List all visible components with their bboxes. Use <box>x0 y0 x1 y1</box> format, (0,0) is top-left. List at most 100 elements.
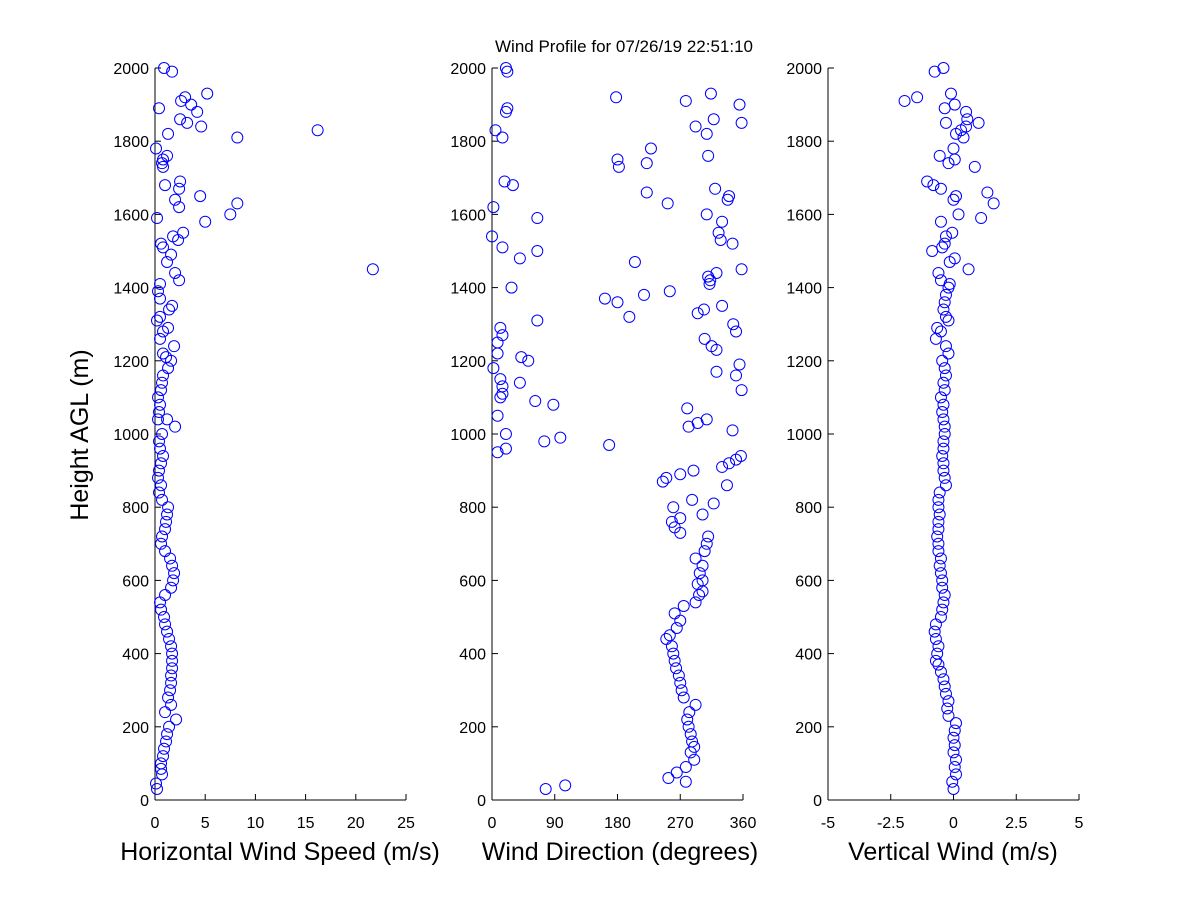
data-point <box>960 120 973 133</box>
data-point <box>693 567 706 580</box>
data-point <box>942 347 955 360</box>
data-point <box>159 179 172 192</box>
x-tick-label: 5 <box>1075 815 1084 832</box>
data-point <box>710 343 723 356</box>
data-point <box>154 442 167 455</box>
y-tick-label: 400 <box>122 647 149 664</box>
data-point <box>952 208 965 221</box>
figure-title: Wind Profile for 07/26/19 22:51:10 <box>495 37 753 56</box>
data-point <box>157 347 170 360</box>
data-point <box>735 116 748 129</box>
data-point <box>698 545 711 558</box>
data-point <box>681 713 694 726</box>
x-tick-label: 20 <box>347 815 365 832</box>
data-point <box>185 98 198 111</box>
data-point <box>684 728 697 741</box>
data-point <box>161 149 174 162</box>
y-tick-label: 1200 <box>786 354 822 371</box>
data-point <box>165 698 178 711</box>
data-point <box>663 285 676 298</box>
data-point <box>934 552 947 565</box>
data-point <box>936 603 949 616</box>
data-point <box>496 131 509 144</box>
data-point <box>159 523 172 536</box>
data-point <box>491 409 504 422</box>
data-point <box>166 654 179 667</box>
data-point <box>496 329 509 342</box>
data-point <box>933 559 946 572</box>
data-point <box>487 201 500 214</box>
data-point <box>174 113 187 126</box>
data-point <box>169 420 182 433</box>
y-tick-label: 200 <box>795 720 822 737</box>
data-points <box>486 62 748 796</box>
data-point <box>670 766 683 779</box>
data-point <box>154 596 167 609</box>
data-point <box>972 116 985 129</box>
data-point <box>932 537 945 550</box>
data-point <box>165 669 178 682</box>
data-point <box>158 611 171 623</box>
data-point <box>710 266 723 279</box>
data-point <box>687 464 700 477</box>
data-point <box>703 277 716 290</box>
data-point <box>686 493 699 506</box>
data-point <box>199 215 212 228</box>
data-point <box>494 321 507 334</box>
data-point <box>155 237 168 250</box>
data-point <box>733 358 746 371</box>
data-point <box>660 471 673 484</box>
data-point <box>165 640 178 653</box>
data-point <box>156 530 169 543</box>
data-point <box>723 190 736 203</box>
data-point <box>688 740 701 753</box>
data-point <box>623 310 636 323</box>
data-point <box>942 314 955 327</box>
data-point <box>938 102 951 115</box>
data-point <box>947 746 960 759</box>
x-axis-label: Vertical Wind (m/s) <box>848 838 1058 866</box>
data-point <box>170 713 183 726</box>
data-point <box>155 384 168 397</box>
y-tick-label: 1000 <box>113 427 149 444</box>
data-point <box>936 241 949 254</box>
data-point <box>689 596 702 609</box>
data-point <box>166 299 179 312</box>
data-points <box>898 62 1000 796</box>
data-point <box>672 669 685 682</box>
data-point <box>169 193 182 206</box>
data-point <box>948 761 961 774</box>
data-point <box>936 449 949 462</box>
data-point <box>505 281 518 294</box>
data-point <box>150 142 163 155</box>
data-point <box>166 559 179 572</box>
data-point <box>707 497 720 510</box>
data-point <box>161 413 174 426</box>
data-point <box>174 175 187 188</box>
data-point <box>688 753 701 766</box>
data-point <box>716 215 729 228</box>
data-point <box>499 62 512 74</box>
data-point <box>166 65 179 78</box>
y-tick-label: 200 <box>459 720 486 737</box>
y-tick-label: 600 <box>459 573 486 590</box>
data-point <box>689 552 702 565</box>
data-point <box>496 387 509 400</box>
y-tick-label: 1600 <box>113 207 149 224</box>
y-tick-label: 400 <box>795 647 822 664</box>
data-point <box>166 647 179 660</box>
data-point <box>723 457 736 470</box>
data-point <box>943 277 956 290</box>
data-point <box>937 376 950 389</box>
data-point <box>668 607 681 620</box>
data-point <box>496 241 509 254</box>
data-point <box>934 215 947 228</box>
data-point <box>674 676 687 689</box>
data-point <box>513 376 526 389</box>
x-tick-label: 10 <box>247 815 265 832</box>
data-point <box>921 175 934 188</box>
y-tick-label: 800 <box>795 500 822 517</box>
data-point <box>152 471 165 484</box>
data-point <box>898 94 911 107</box>
